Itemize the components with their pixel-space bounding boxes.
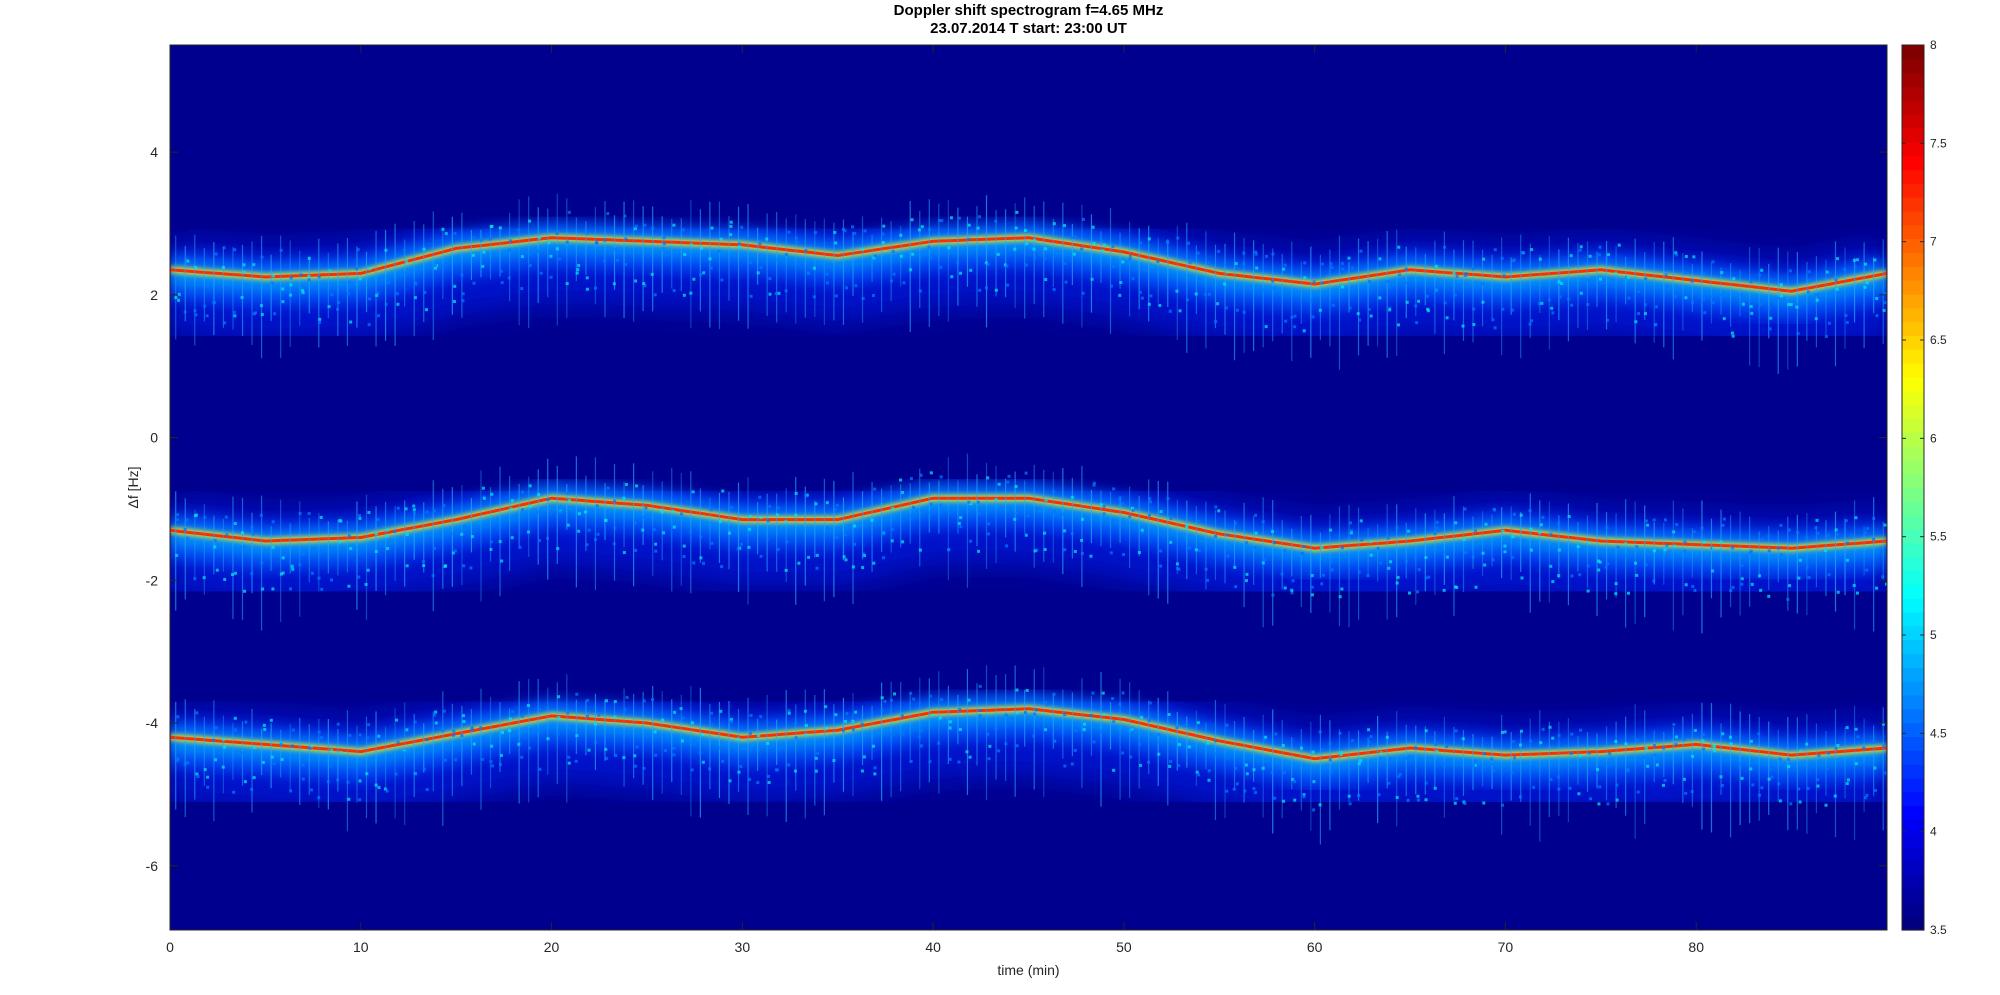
- colorbar-tick-label: 6.5: [1930, 333, 1947, 347]
- x-tick-label: 70: [1498, 939, 1514, 955]
- y-tick-label: 0: [150, 430, 158, 446]
- colorbar-tick-label: 4: [1930, 825, 1937, 839]
- chart-title: Doppler shift spectrogram f=4.65 MHz: [893, 2, 1164, 19]
- colorbar-tick-label: 7: [1930, 235, 1937, 249]
- x-tick-label: 0: [166, 939, 174, 955]
- y-axis-label: Δf [Hz]: [125, 466, 141, 508]
- x-tick-label: 20: [544, 939, 560, 955]
- doppler-trace: [170, 453, 1887, 634]
- colorbar-tick-label: 5: [1930, 628, 1937, 642]
- plot-area: [169, 44, 1888, 931]
- y-tick-label: -6: [146, 858, 159, 874]
- x-tick-label: 10: [353, 939, 369, 955]
- colorbar-tick-label: 6: [1930, 431, 1937, 445]
- doppler-trace: [170, 194, 1887, 374]
- y-tick-label: -4: [146, 715, 159, 731]
- x-tick-label: 30: [735, 939, 751, 955]
- x-axis-label: time (min): [997, 962, 1059, 978]
- colorbar-tick-label: 5.5: [1930, 530, 1947, 544]
- colorbar-tick-label: 8: [1930, 38, 1937, 52]
- doppler-trace: [170, 665, 1887, 845]
- x-tick-label: 80: [1688, 939, 1704, 955]
- y-tick-label: 2: [150, 287, 158, 303]
- colorbar: 8 7.5 7 6.5 6 5.5 5 4.5 4 3.5: [1901, 38, 1947, 937]
- x-tick-label: 40: [925, 939, 941, 955]
- colorbar-tick-label: 7.5: [1930, 136, 1947, 150]
- x-tick-label: 60: [1307, 939, 1323, 955]
- chart-title-block: Doppler shift spectrogram f=4.65 MHz 23.…: [170, 2, 1887, 38]
- y-axis: 4 2 0 -2 -4 -6: [146, 144, 1887, 874]
- x-axis: 0 10 20 30 40 50 60 70 80: [166, 45, 1704, 955]
- colorbar-tick-label: 3.5: [1930, 923, 1947, 937]
- y-tick-label: -2: [146, 572, 159, 588]
- chart-subtitle: 23.07.2014 T start: 23:00 UT: [930, 20, 1127, 37]
- y-tick-label: 4: [150, 144, 158, 160]
- colorbar-tick-label: 4.5: [1930, 726, 1947, 740]
- x-tick-label: 50: [1116, 939, 1132, 955]
